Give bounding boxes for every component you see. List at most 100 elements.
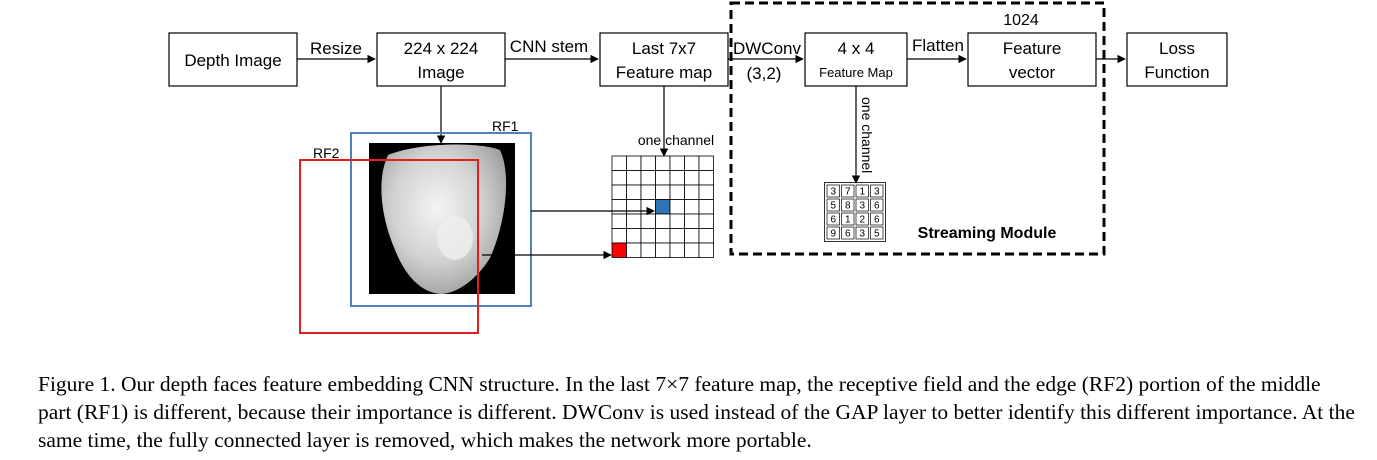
grid-cell	[626, 242, 642, 258]
grid-cell	[626, 184, 642, 200]
grid-cell	[611, 170, 627, 186]
grid-cell	[698, 213, 714, 229]
grid-cell	[655, 184, 671, 200]
grid-cell	[684, 199, 700, 215]
dwconv-label-line1: DWConv	[733, 39, 802, 58]
fmap-4x4-label-line1: 4 x 4	[838, 39, 875, 58]
last-7x7-node: Last 7x7 Feature map	[599, 32, 729, 87]
grid-cell	[640, 155, 656, 171]
grid-cell	[698, 228, 714, 244]
dim-1024-label: 1024	[1003, 12, 1039, 29]
grid-cell	[669, 170, 685, 186]
grid-cell	[626, 199, 642, 215]
grid-cell	[611, 213, 627, 229]
grid-cell	[684, 242, 700, 258]
image-224-node: 224 x 224 Image	[376, 32, 506, 87]
loss-function-node: Loss Function	[1126, 32, 1228, 87]
rf2-label: RF2	[313, 145, 340, 161]
matrix-cell	[841, 198, 855, 212]
figure-caption: Figure 1. Our depth faces feature embedd…	[38, 372, 1355, 452]
grid-cell	[640, 242, 656, 258]
matrix-value: 5	[830, 201, 836, 212]
streaming-module-region	[729, 1, 1106, 256]
rf1-label: RF1	[492, 118, 519, 134]
grid-cell	[626, 228, 642, 244]
grid-cell	[669, 228, 685, 244]
rf2-box	[299, 159, 479, 334]
feature-matrix-4x4: 3 7 1 35 8 3 66 1 2 69 6 3 5	[824, 182, 886, 242]
grid-cell-rf2	[611, 242, 627, 258]
grid-cell	[640, 184, 656, 200]
grid-cell	[640, 213, 656, 229]
grid-cell	[669, 155, 685, 171]
grid-cell	[669, 242, 685, 258]
matrix-cell	[870, 184, 884, 198]
depth-face-image	[369, 143, 515, 294]
matrix-cell	[855, 212, 869, 226]
dwconv-label-line2: (3,2)	[747, 64, 782, 83]
rf1-box	[350, 132, 532, 307]
matrix-value: 7	[845, 187, 851, 198]
grid-cell	[626, 213, 642, 229]
flatten-label: Flatten	[912, 36, 964, 55]
matrix-value: 6	[830, 215, 836, 226]
matrix-cell	[855, 184, 869, 198]
feature-vector-label-line1: Feature	[1003, 39, 1062, 58]
feature-vector-label-line2: vector	[1009, 63, 1056, 82]
grid-cell	[698, 199, 714, 215]
grid-cell	[684, 228, 700, 244]
streaming-module-label: Streaming Module	[918, 225, 1057, 242]
loss-function-label-line2: Function	[1144, 63, 1209, 82]
matrix-cell	[855, 226, 869, 240]
grid-cell	[626, 155, 642, 171]
matrix-value: 6	[845, 229, 851, 240]
grid-cell	[611, 155, 627, 171]
grid-cell	[669, 213, 685, 229]
grid-cell	[655, 242, 671, 258]
fmap-4x4-node: 4 x 4 Feature Map	[804, 32, 908, 87]
loss-function-label-line1: Loss	[1159, 39, 1195, 58]
grid-cell	[611, 184, 627, 200]
feature-vector-node: Feature vector	[967, 32, 1097, 87]
grid-cell	[698, 155, 714, 171]
matrix-value: 9	[830, 229, 836, 240]
grid-cell	[669, 199, 685, 215]
matrix-value: 5	[874, 229, 880, 240]
cnn-stem-label: CNN stem	[510, 37, 588, 56]
matrix-value: 3	[830, 187, 836, 198]
grid-cell	[698, 242, 714, 258]
grid-cell	[698, 184, 714, 200]
matrix-value: 2	[859, 215, 865, 226]
depth-image-node: Depth Image	[168, 32, 298, 87]
grid-cell	[611, 228, 627, 244]
matrix-cell	[870, 198, 884, 212]
grid-cell	[640, 170, 656, 186]
grid-cell	[698, 170, 714, 186]
grid-cell	[655, 155, 671, 171]
matrix-value: 1	[859, 187, 865, 198]
grid-cell	[640, 228, 656, 244]
matrix-cell	[826, 212, 840, 226]
last-7x7-label-line2: Feature map	[616, 63, 712, 82]
grid-cell	[611, 199, 627, 215]
matrix-border	[824, 182, 886, 242]
grid-cell	[684, 184, 700, 200]
matrix-cell	[826, 226, 840, 240]
matrix-cell	[841, 184, 855, 198]
depth-image-label: Depth Image	[184, 51, 281, 70]
cnn-structure-diagram: 1024 Streaming Module Depth Image 224 x …	[168, 1, 1228, 334]
one-channel-left-label: one channel	[638, 132, 714, 148]
matrix-cell	[841, 226, 855, 240]
matrix-value: 6	[874, 201, 880, 212]
one-channel-right-label: one channel	[859, 97, 875, 173]
grid-cell	[655, 170, 671, 186]
grid-cell	[655, 228, 671, 244]
grid-cell	[655, 213, 671, 229]
image-224-label-line1: 224 x 224	[404, 39, 479, 58]
grid-cell	[684, 213, 700, 229]
matrix-value: 3	[874, 187, 880, 198]
grid-cell	[640, 199, 656, 215]
matrix-value: 3	[859, 229, 865, 240]
matrix-cell	[841, 212, 855, 226]
feature-grid-7x7	[611, 155, 714, 258]
